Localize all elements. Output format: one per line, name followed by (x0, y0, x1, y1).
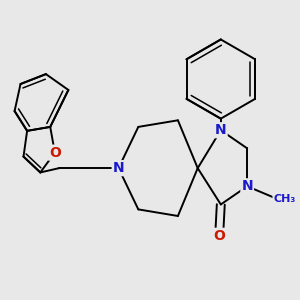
Text: N: N (215, 123, 226, 137)
Text: O: O (213, 229, 225, 243)
Text: O: O (49, 146, 61, 160)
Text: N: N (113, 161, 124, 175)
Text: N: N (242, 179, 253, 193)
Text: CH₃: CH₃ (273, 194, 296, 205)
